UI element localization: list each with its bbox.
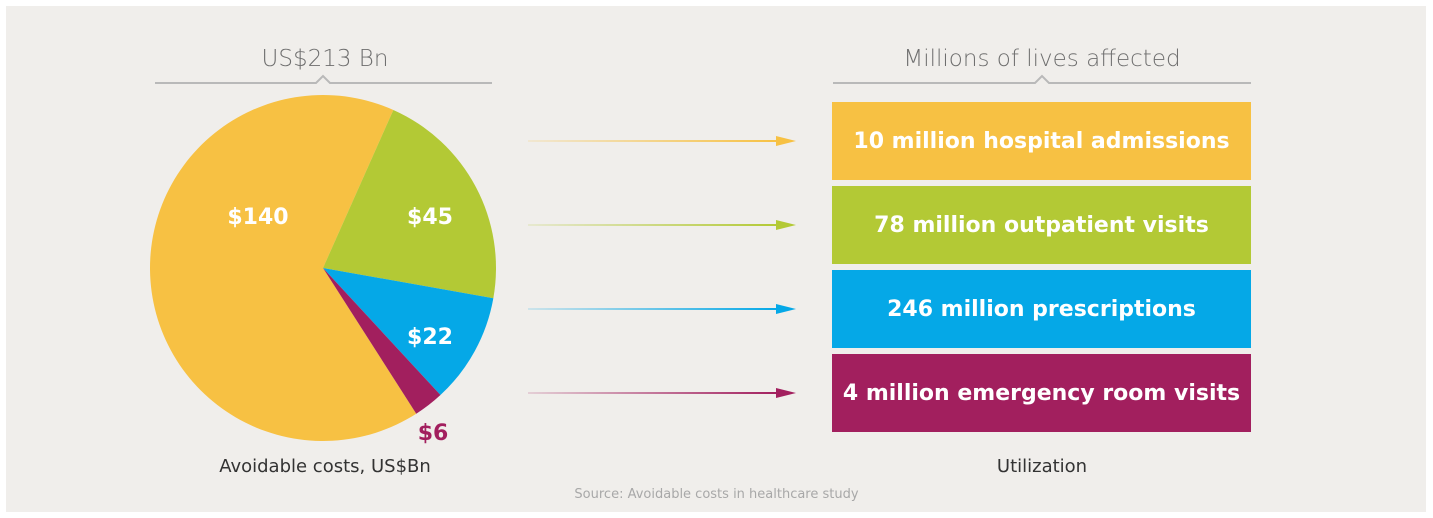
connector-arrow [528,220,796,230]
utilization-label: 246 million prescriptions [887,296,1196,322]
connector-arrow [528,388,796,398]
pie-slice-label: $140 [227,205,288,230]
pie-slice-label: $45 [407,205,453,230]
pie-slice-label: $22 [407,325,453,350]
pie-slice-140 [149,94,417,442]
pie-slice-label: $6 [418,421,449,446]
utilization-bar-prescriptions: 246 million prescriptions [832,270,1251,348]
utilization-label: 4 million emergency room visits [842,380,1241,406]
utilization-header: Millions of lives affected [903,46,1181,72]
pie-slice-45 [323,109,496,299]
source-note: Source: Avoidable costs in healthcare st… [574,487,859,502]
pie-slice-22 [323,268,494,396]
pie-header: US$213 Bn [261,46,389,72]
connector-arrow [528,304,796,314]
connector-arrow [528,136,796,146]
utilization-bar-hospital: 10 million hospital admissions [832,102,1251,180]
pie-caption: Avoidable costs, US$Bn [219,456,431,477]
utilization-bar-emergency: 4 million emergency room visits [832,354,1251,432]
utilization-caption: Utilization [996,456,1088,477]
utilization-label: 78 million outpatient visits [874,212,1209,238]
pie-slice-6 [323,268,441,414]
utilization-label: 10 million hospital admissions [853,128,1230,154]
utilization-bar-outpatient: 78 million outpatient visits [832,186,1251,264]
